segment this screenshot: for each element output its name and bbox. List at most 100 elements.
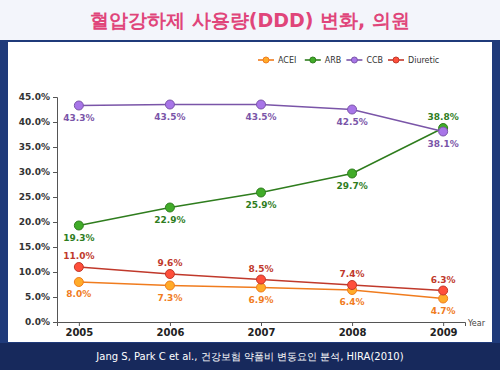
y-tick-mark — [53, 297, 57, 298]
data-label: 42.5% — [336, 117, 367, 127]
y-tick-label: 35.0% — [19, 142, 50, 152]
point — [165, 100, 174, 109]
plot-marks — [74, 100, 447, 303]
title-band — [0, 0, 500, 40]
x-tick-mark — [352, 322, 353, 326]
y-tick-mark — [53, 272, 57, 273]
x-tick-label: 2006 — [157, 327, 185, 338]
data-label: 7.3% — [157, 293, 182, 303]
x-axis: 2005 2006 2007 2008 2009 — [58, 322, 466, 338]
y-tick-mark — [53, 247, 57, 248]
data-label: 6.4% — [340, 297, 365, 307]
point — [257, 275, 266, 284]
y-tick: 30.0% — [19, 167, 57, 177]
y-tick-label: 10.0% — [19, 267, 50, 277]
y-tick-mark — [53, 97, 57, 98]
legend-item: ARB — [305, 56, 342, 65]
legend-label: ARB — [325, 56, 342, 65]
data-label: 9.6% — [157, 258, 182, 268]
legend-marker — [351, 57, 357, 63]
point — [257, 188, 266, 197]
data-label: 29.7% — [336, 181, 367, 191]
data-label: 11.0% — [63, 251, 94, 261]
y-tick-label: 30.0% — [19, 167, 50, 177]
y-tick-label: 40.0% — [19, 117, 50, 127]
source: Jang S, Park C et al., 건강보험 약품비 변동요인 분석,… — [95, 351, 403, 362]
point — [439, 127, 448, 136]
x-tick-mark — [443, 322, 444, 326]
data-label: 7.4% — [340, 269, 365, 279]
legend-item: Diuretic — [388, 56, 439, 65]
data-label: 8.5% — [249, 264, 274, 274]
y-tick: 45.0% — [19, 92, 57, 102]
data-label: 38.1% — [428, 139, 459, 149]
data-label: 38.8% — [428, 112, 459, 122]
data-label: 6.3% — [431, 275, 456, 285]
data-label: 19.3% — [63, 233, 94, 243]
title: 혈압강하제 사용량(DDD) 변화, 의원 — [90, 9, 410, 31]
point — [74, 278, 83, 287]
y-tick-mark — [53, 172, 57, 173]
legend-marker — [393, 57, 399, 63]
x-tick-label: 2005 — [65, 327, 93, 338]
x-axis-label: Year — [467, 319, 486, 328]
data-label: 6.9% — [249, 295, 274, 305]
y-tick-mark — [53, 147, 57, 148]
y-tick: 25.0% — [19, 192, 57, 202]
legend-label: Diuretic — [408, 56, 439, 65]
x-tick: 2008 — [339, 322, 367, 338]
y-tick-label: 5.0% — [25, 292, 50, 302]
y-tick-label: 15.0% — [19, 242, 50, 252]
x-tick: 2005 — [65, 322, 93, 338]
point — [165, 203, 174, 212]
data-label: 4.7% — [431, 306, 456, 316]
legend-item: CCB — [346, 56, 383, 65]
chart: 혈압강하제 사용량(DDD) 변화, 의원 Jang S, Park C et a… — [0, 0, 500, 370]
x-tick-mark — [79, 322, 80, 326]
legend-label: CCB — [366, 56, 383, 65]
y-tick: 35.0% — [19, 142, 57, 152]
y-tick: 20.0% — [19, 217, 57, 227]
legend-label: ACEI — [278, 56, 296, 65]
data-labels: 8.0%7.3%6.9%6.4%4.7%19.3%22.9%25.9%29.7%… — [63, 112, 459, 316]
y-tick-mark — [53, 122, 57, 123]
x-tick-label: 2007 — [248, 327, 276, 338]
background — [0, 0, 500, 370]
point — [348, 105, 357, 114]
series-line — [79, 128, 443, 226]
y-tick: 40.0% — [19, 117, 57, 127]
y-tick: 0.0% — [25, 317, 57, 327]
point — [74, 101, 83, 110]
data-label: 8.0% — [66, 289, 91, 299]
x-axis-line — [58, 323, 466, 327]
data-label: 43.5% — [154, 112, 185, 122]
y-tick: 15.0% — [19, 242, 57, 252]
legend: ACEI ARB CCB Diuretic — [258, 56, 439, 65]
point — [165, 270, 174, 279]
x-tick-mark — [261, 322, 262, 326]
y-axis-line — [53, 98, 58, 323]
panel — [8, 42, 492, 342]
point — [74, 221, 83, 230]
x-tick: 2007 — [248, 322, 276, 338]
y-tick: 5.0% — [25, 292, 57, 302]
x-tick-label: 2009 — [430, 327, 458, 338]
point — [165, 281, 174, 290]
footer-band — [0, 343, 500, 370]
point — [348, 281, 357, 290]
data-label: 22.9% — [154, 215, 185, 225]
y-tick-mark — [53, 222, 57, 223]
data-label: 43.3% — [63, 113, 94, 123]
legend-item: ACEI — [258, 56, 296, 65]
x-tick-label: 2008 — [339, 327, 367, 338]
data-label: 43.5% — [245, 112, 276, 122]
x-tick: 2006 — [157, 322, 185, 338]
y-tick-label: 20.0% — [19, 217, 50, 227]
y-tick: 10.0% — [19, 267, 57, 277]
y-tick-label: 25.0% — [19, 192, 50, 202]
y-tick-mark — [53, 322, 57, 323]
x-tick: 2009 — [430, 322, 458, 338]
y-tick-mark — [53, 197, 57, 198]
y-tick-label: 0.0% — [25, 317, 50, 327]
y-tick-label: 45.0% — [19, 92, 50, 102]
